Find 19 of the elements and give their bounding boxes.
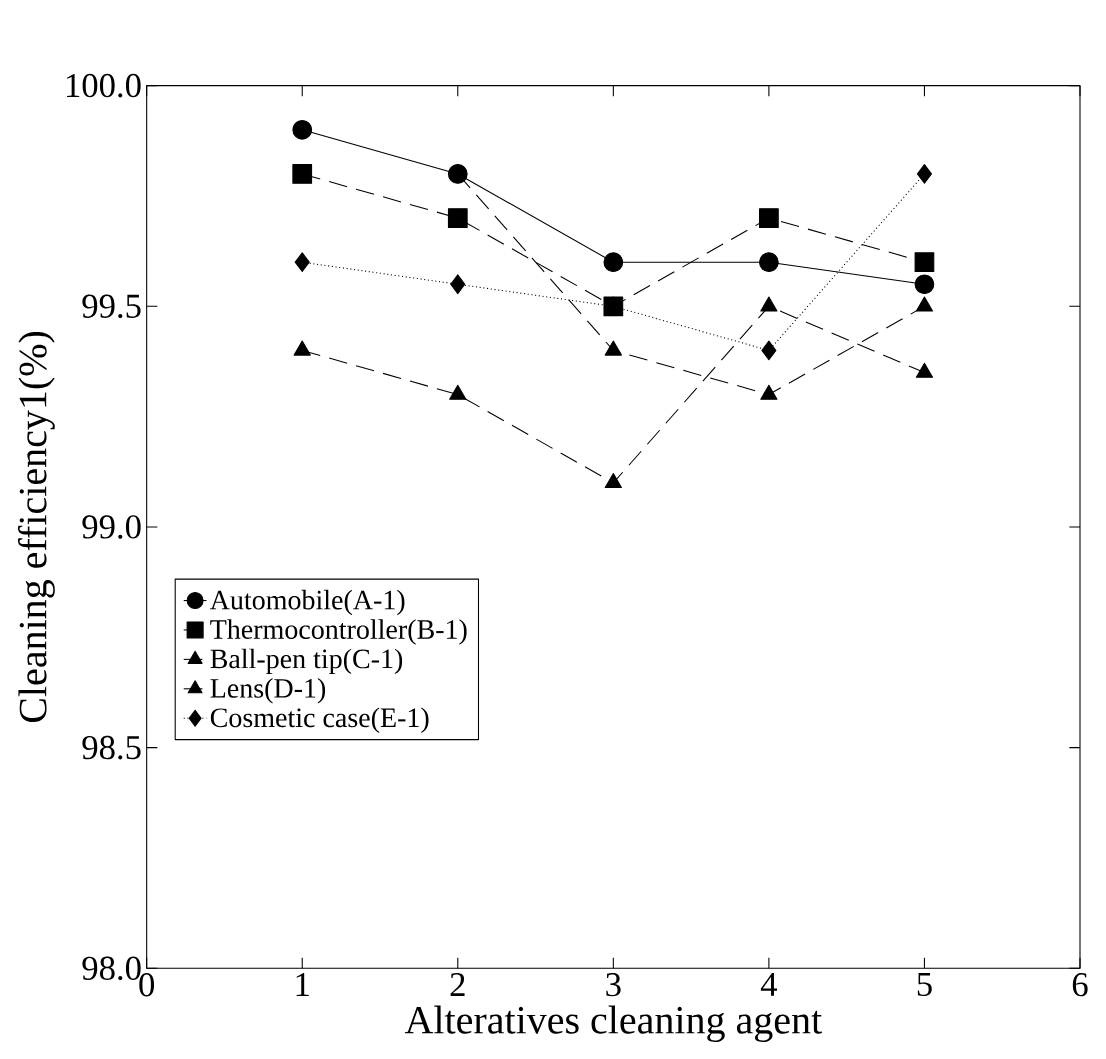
legend-label: Thermocontroller(B-1) [210,619,467,645]
x-tick-label: 2 [450,973,465,996]
legend-label: Automobile(A-1) [209,589,405,616]
x-tick-label: 1 [296,973,309,996]
y-tick-label: 99.5 [82,294,141,319]
y-tick-label: 99.0 [82,515,141,539]
legend-label: Cosmetic case(E-1) [210,707,429,733]
x-tick-label: 5 [917,973,932,997]
legend-label: Lens(D-1) [210,678,326,704]
y-axis-title: Cleaning efficiency1(%) [18,331,55,723]
y-tick-label: 98.0 [82,956,141,981]
x-axis-title: Alteratives cleaning agent [404,1005,822,1042]
x-tick-label: 4 [760,973,778,996]
y-tick-label: 98.5 [82,735,141,760]
y-tick-label: 100.0 [67,73,141,98]
x-tick-label: 3 [606,973,621,997]
legend-label: Ball-pen tip(C-1) [210,648,403,675]
x-tick-label: 6 [1072,973,1088,997]
x-tick-label: 0 [139,973,155,997]
